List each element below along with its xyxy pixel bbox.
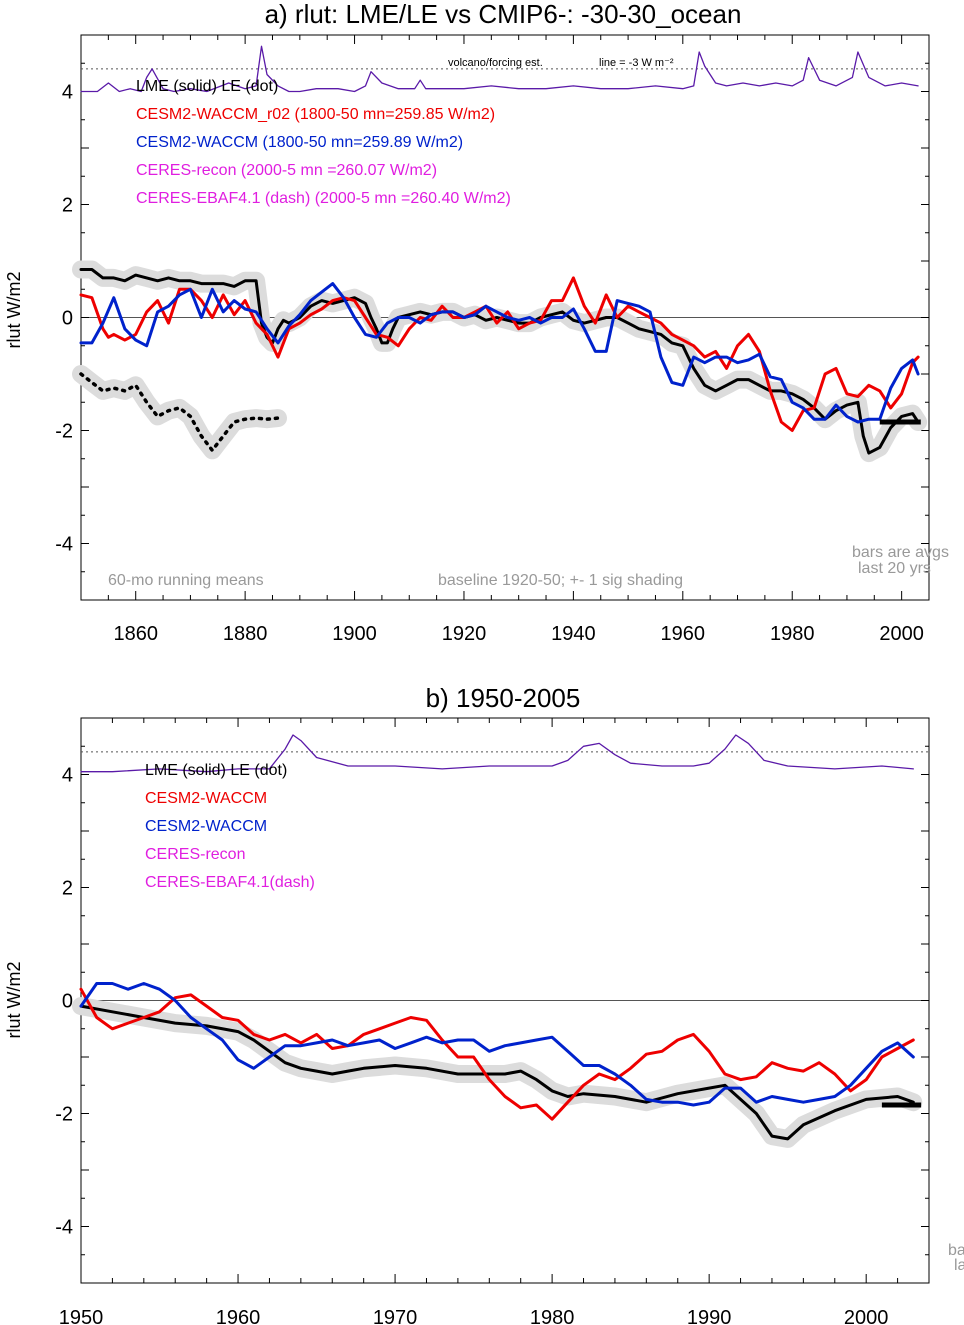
series-cesm2-waccm-r02-line	[79, 987, 915, 1121]
x-tick-label: 1920	[442, 623, 487, 645]
annotation-b-last: la	[954, 1257, 964, 1274]
annotation-volcano: volcano/forcing est.	[448, 57, 543, 69]
series-lme-solid-line	[79, 268, 920, 455]
legend-b-ceres-recon: CERES-recon	[145, 846, 245, 863]
series-cesm2-waccm-line	[79, 982, 915, 1107]
legend-b-lme: LME (solid) LE (dot)	[145, 762, 287, 779]
y-tick-label: 0	[62, 308, 73, 330]
series-cesm2-waccm-line	[79, 282, 920, 424]
x-tick-label: 2000	[844, 1307, 889, 1325]
legend-a-waccm: CESM2-WACCM (1800-50 mn=259.89 W/m2)	[136, 134, 463, 151]
annotation-b-bars: ba	[948, 1242, 964, 1259]
annotation-baseline: baseline 1920-50; +- 1 sig shading	[438, 572, 683, 589]
legend-a-ceres-recon: CERES-recon (2000-5 mn =260.07 W/m2)	[136, 162, 437, 179]
x-tick-label: 1970	[373, 1307, 418, 1325]
legend-b-ceres-ebaf: CERES-EBAF4.1(dash)	[145, 874, 315, 891]
y-tick-label: -2	[55, 1104, 73, 1126]
panel-b-ylabel: rlut W/m2	[4, 961, 24, 1038]
y-tick-label: 4	[62, 82, 73, 104]
x-tick-label: 1950	[59, 1307, 104, 1325]
x-tick-label: 1900	[332, 623, 377, 645]
y-tick-label: -4	[55, 534, 73, 556]
x-tick-label: 1860	[113, 623, 158, 645]
series-volcano-forcing-est-line	[80, 734, 914, 773]
panel-a-shading	[72, 260, 928, 463]
panel-b-title: b) 1950-2005	[426, 683, 581, 713]
panel-a-lines	[79, 45, 921, 455]
annotation-bars-avgs: bars are avgs	[852, 544, 949, 561]
legend-a-waccm-r02: CESM2-WACCM_r02 (1800-50 mn=259.85 W/m2)	[136, 106, 495, 123]
x-tick-label: 1980	[530, 1307, 575, 1325]
annotation-line-value: line = -3 W m⁻²	[599, 57, 674, 69]
x-tick-label: 1940	[551, 623, 596, 645]
series-lme-solid-line	[79, 1004, 915, 1141]
x-tick-label: 1960	[216, 1307, 261, 1325]
panel-a-ylabel: rlut W/m2	[4, 271, 24, 348]
series-le-dot-line	[79, 372, 280, 453]
panel-b: b) 1950-2005 rlut W/m2 -4 -2 0 2 4 1950 1960 19…	[4, 683, 964, 1325]
panel-a: a) rlut: LME/LE vs CMIP6-: -30-30_ocean …	[4, 0, 949, 645]
legend-a-lme: LME (solid) LE (dot)	[136, 78, 278, 95]
shading-lme-solid	[72, 260, 928, 463]
x-tick-label: 2000	[879, 623, 924, 645]
y-tick-label: -2	[55, 421, 73, 443]
x-tick-label: 1960	[661, 623, 706, 645]
x-tick-label: 1880	[223, 623, 268, 645]
annotation-last-20: last 20 yrs	[858, 560, 931, 577]
annotation-running-means: 60-mo running means	[108, 572, 264, 589]
panel-a-title: a) rlut: LME/LE vs CMIP6-: -30-30_ocean	[265, 0, 742, 29]
y-tick-label: 2	[62, 195, 73, 217]
legend-b-waccm-r02: CESM2-WACCM	[145, 790, 267, 807]
x-tick-label: 1990	[687, 1307, 732, 1325]
series-volcano-forcing-est-line	[80, 45, 919, 93]
y-tick-label: 4	[62, 765, 73, 787]
y-tick-label: -4	[55, 1217, 73, 1239]
series-cesm2-waccm-r02-line	[79, 276, 920, 432]
y-tick-label: 0	[62, 991, 73, 1013]
legend-b-waccm: CESM2-WACCM	[145, 818, 267, 835]
panel-b-lines	[79, 734, 922, 1141]
legend-a-ceres-ebaf: CERES-EBAF4.1 (dash) (2000-5 mn =260.40 …	[136, 190, 511, 207]
panel-a-axes: -4 -2 0 2 4 1860 1880 1900 1920 1940 1960 1980 2000	[55, 34, 930, 645]
shading-le-dot	[72, 365, 287, 460]
x-tick-label: 1980	[770, 623, 815, 645]
y-tick-label: 2	[62, 878, 73, 900]
